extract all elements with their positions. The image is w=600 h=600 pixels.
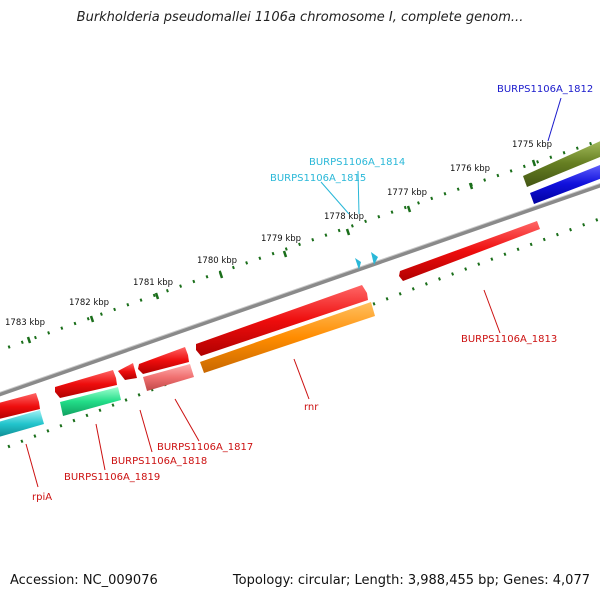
gene-label-burps-1814[interactable]: BURPS1106A_1814 — [309, 157, 405, 168]
gene-rnr-upper[interactable] — [196, 285, 368, 356]
gene-label-rpia[interactable]: rpiA — [32, 492, 52, 503]
topology-text: Topology: circular; Length: 3,988,455 bp… — [232, 573, 590, 588]
inner-strand-genes — [0, 302, 375, 438]
gene-burps-1812[interactable] — [530, 163, 600, 204]
label-leader-lines — [25, 97, 562, 488]
kbp-label: 1779 kbp — [261, 234, 301, 244]
gene-burps-1817[interactable] — [143, 364, 194, 391]
gene-label-burps-1817[interactable]: BURPS1106A_1817 — [157, 442, 253, 453]
gene-burps-1819[interactable] — [60, 387, 121, 416]
kbp-label: 1781 kbp — [133, 278, 173, 288]
outer-strand-genes — [0, 139, 600, 420]
outer-major-ticks — [26, 159, 537, 344]
kbp-label: 1778 kbp — [324, 212, 364, 222]
kbp-label: 1783 kbp — [5, 318, 45, 328]
gene-label-burps-1818[interactable]: BURPS1106A_1818 — [111, 456, 207, 467]
kbp-label: 1776 kbp — [450, 164, 490, 174]
gene-rnr[interactable] — [200, 302, 375, 373]
arrow-burps-1814-marker[interactable] — [371, 252, 378, 265]
gene-label-burps-1819[interactable]: BURPS1106A_1819 — [64, 472, 160, 483]
gene-label-rnr[interactable]: rnr — [304, 402, 319, 413]
gene-rpia-upper[interactable] — [0, 393, 40, 420]
gene-burps-1817-upper[interactable] — [138, 347, 189, 374]
gene-olive[interactable] — [523, 139, 600, 187]
gene-burps-1813[interactable] — [399, 221, 540, 281]
kbp-label: 1775 kbp — [512, 140, 552, 150]
arrow-burps-1815-marker[interactable] — [355, 258, 361, 270]
gene-burps-1818-upper[interactable] — [118, 363, 137, 380]
gene-label-burps-1812[interactable]: BURPS1106A_1812 — [497, 84, 593, 95]
accession-text: Accession: NC_009076 — [10, 573, 158, 588]
gene-label-burps-1813[interactable]: BURPS1106A_1813 — [461, 334, 557, 345]
gene-label-burps-1815[interactable]: BURPS1106A_1815 — [270, 173, 366, 184]
kbp-label: 1777 kbp — [387, 188, 427, 198]
kbp-label: 1780 kbp — [197, 256, 237, 266]
backbone-line — [0, 183, 600, 397]
map-title: Burkholderia pseudomallei 1106a chromoso… — [76, 10, 524, 25]
kbp-labels: 1775 kbp 1776 kbp 1777 kbp 1778 kbp 1779… — [5, 140, 552, 328]
gene-burps-1819-upper[interactable] — [55, 370, 117, 398]
kbp-label: 1782 kbp — [69, 298, 109, 308]
gene-labels: BURPS1106A_1812 BURPS1106A_1814 BURPS110… — [32, 84, 593, 503]
gene-rpia[interactable] — [0, 410, 44, 438]
